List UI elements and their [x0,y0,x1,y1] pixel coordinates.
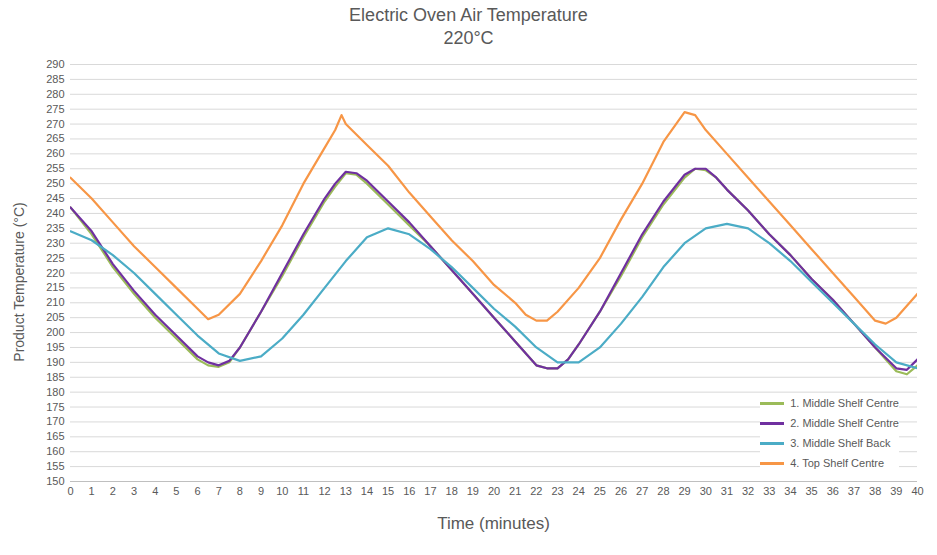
svg-text:8: 8 [237,485,243,497]
svg-text:285: 285 [46,73,64,85]
svg-text:37: 37 [848,485,860,497]
svg-text:185: 185 [46,371,64,383]
svg-text:31: 31 [721,485,733,497]
svg-text:275: 275 [46,103,64,115]
svg-text:210: 210 [46,296,64,308]
svg-text:28: 28 [657,485,669,497]
svg-text:10: 10 [276,485,288,497]
html-text:Electric Oven Air Temperature: Electric Oven Air Temperature [349,5,588,25]
svg-text:255: 255 [46,162,64,174]
svg-text:11: 11 [298,485,309,497]
svg-text:36: 36 [827,485,839,497]
svg-text:14: 14 [361,485,373,497]
html-text:220°C: 220°C [443,28,494,48]
html-text:2. Middle Shelf Centre: 2. Middle Shelf Centre [790,417,899,429]
svg-text:1: 1 [89,485,95,497]
svg-text:195: 195 [46,341,64,353]
html-text:Product Temperature (°C): Product Temperature (°C) [11,201,27,362]
svg-text:200: 200 [46,326,64,338]
svg-text:215: 215 [46,281,64,293]
svg-text:18: 18 [446,485,458,497]
svg-text:22: 22 [530,485,542,497]
svg-text:24: 24 [573,485,585,497]
html-text:1. Middle Shelf Centre: 1. Middle Shelf Centre [790,397,899,409]
svg-text:155: 155 [46,460,64,472]
svg-text:225: 225 [46,252,64,264]
svg-text:29: 29 [678,485,690,497]
svg-text:7: 7 [216,485,222,497]
svg-text:175: 175 [46,401,64,413]
svg-text:35: 35 [806,485,818,497]
svg-text:20: 20 [488,485,500,497]
svg-text:6: 6 [194,485,200,497]
svg-text:260: 260 [46,147,64,159]
svg-text:235: 235 [46,222,64,234]
html-text:Time (minutes): Time (minutes) [437,514,550,533]
svg-text:38: 38 [869,485,881,497]
svg-text:12: 12 [318,485,330,497]
svg-text:265: 265 [46,132,64,144]
svg-text:280: 280 [46,88,64,100]
svg-text:190: 190 [46,356,64,368]
svg-text:205: 205 [46,311,64,323]
svg-text:13: 13 [340,485,352,497]
svg-text:2: 2 [110,485,116,497]
svg-text:27: 27 [636,485,648,497]
html-text:3. Middle Shelf Back: 3. Middle Shelf Back [790,437,891,449]
svg-text:39: 39 [890,485,902,497]
svg-text:34: 34 [784,485,796,497]
svg-text:40: 40 [911,485,923,497]
svg-text:26: 26 [615,485,627,497]
svg-text:230: 230 [46,237,64,249]
svg-text:19: 19 [467,485,479,497]
svg-text:17: 17 [424,485,436,497]
svg-text:0: 0 [67,485,73,497]
svg-text:4: 4 [152,485,158,497]
svg-text:250: 250 [46,177,64,189]
svg-text:5: 5 [173,485,179,497]
svg-text:23: 23 [551,485,563,497]
svg-text:25: 25 [594,485,606,497]
svg-text:245: 245 [46,192,64,204]
svg-text:240: 240 [46,207,64,219]
svg-text:170: 170 [46,415,64,427]
svg-text:290: 290 [46,58,64,70]
svg-text:160: 160 [46,445,64,457]
svg-text:165: 165 [46,430,64,442]
svg-text:21: 21 [509,485,521,497]
svg-text:270: 270 [46,118,64,130]
svg-text:220: 220 [46,267,64,279]
svg-text:32: 32 [742,485,754,497]
svg-text:15: 15 [382,485,394,497]
svg-text:33: 33 [763,485,775,497]
svg-text:3: 3 [131,485,137,497]
svg-text:9: 9 [258,485,264,497]
html-text:4. Top Shelf Centre: 4. Top Shelf Centre [790,457,885,469]
svg-text:16: 16 [403,485,415,497]
svg-text:180: 180 [46,386,64,398]
svg-text:150: 150 [46,475,64,487]
svg-text:30: 30 [700,485,712,497]
